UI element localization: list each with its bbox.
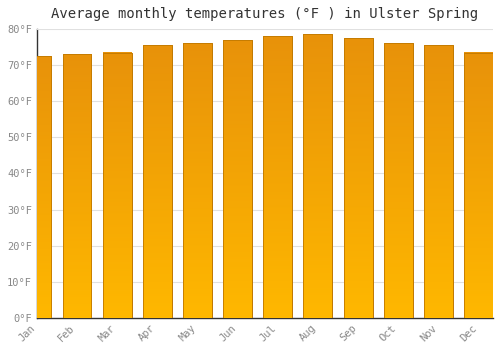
Bar (384, 43, 412, 318)
Bar (464, 52, 493, 318)
Bar (143, 45, 172, 318)
Bar (424, 45, 453, 318)
Bar (344, 38, 372, 318)
Bar (102, 52, 132, 318)
Bar (223, 40, 252, 318)
Bar (304, 34, 332, 318)
Bar (22, 56, 52, 318)
Bar (384, 43, 412, 318)
Bar (102, 52, 132, 318)
Bar (304, 34, 332, 318)
Bar (183, 43, 212, 318)
Bar (143, 45, 172, 318)
Bar (264, 36, 292, 318)
Bar (464, 52, 493, 318)
Bar (22, 56, 52, 318)
Title: Average monthly temperatures (°F ) in Ulster Spring: Average monthly temperatures (°F ) in Ul… (52, 7, 478, 21)
Bar (223, 40, 252, 318)
Bar (344, 38, 372, 318)
Bar (183, 43, 212, 318)
Bar (62, 54, 92, 318)
Bar (424, 45, 453, 318)
Bar (264, 36, 292, 318)
Bar (62, 54, 92, 318)
